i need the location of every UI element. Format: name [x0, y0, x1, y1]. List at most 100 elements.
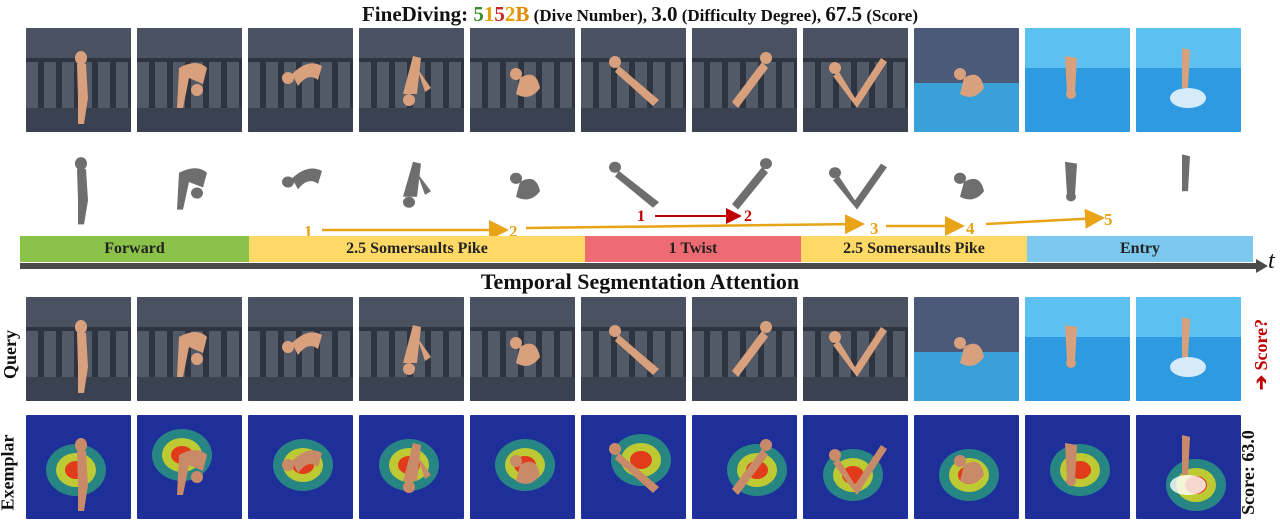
frame-image	[692, 28, 797, 132]
step-num-4: 4	[966, 219, 975, 238]
arrow-4-5	[985, 208, 1105, 229]
query-frame	[914, 297, 1019, 401]
exemplar-frame	[1025, 415, 1130, 519]
frame-image	[803, 28, 908, 132]
query-row-label: Query	[0, 330, 20, 379]
frame-image	[1025, 297, 1130, 401]
pose-silhouette	[609, 161, 659, 208]
exemplar-frame	[1136, 415, 1241, 519]
exemplar-frame	[914, 415, 1019, 519]
exemplar-frame	[359, 415, 464, 519]
step-num-5: 5	[1104, 210, 1113, 229]
exemplar-frame-row	[26, 415, 1248, 519]
phase-somersault-2: 2.5 Somersaults Pike	[801, 236, 1027, 262]
phase-entry: Entry	[1027, 236, 1253, 262]
query-frame	[26, 297, 131, 401]
top-frame	[581, 28, 686, 132]
frame-image	[359, 415, 464, 519]
exemplar-score-label: Score: 63.0	[1237, 430, 1258, 515]
query-frame	[1025, 297, 1130, 401]
pose-silhouette	[510, 172, 540, 200]
frame-image	[248, 297, 353, 401]
query-score-label: ➔ Score?	[1251, 319, 1272, 390]
top-frame	[359, 28, 464, 132]
phase-bar: Forward 2.5 Somersaults Pike 1 Twist 2.5…	[20, 236, 1253, 262]
frame-image	[137, 28, 242, 132]
frame-image	[137, 415, 242, 519]
frame-image	[581, 28, 686, 132]
score-suffix: (Score)	[862, 6, 918, 25]
pose-silhouette	[954, 172, 984, 200]
difficulty-suffix: (Difficulty Degree),	[677, 6, 826, 25]
top-frame	[470, 28, 575, 132]
frame-image	[803, 297, 908, 401]
frame-image	[1136, 415, 1241, 519]
frame-image	[914, 415, 1019, 519]
dive-number-suffix: (Dive Number),	[529, 6, 652, 25]
frame-image	[581, 297, 686, 401]
pose-silhouette	[282, 168, 322, 190]
frame-image	[359, 28, 464, 132]
frame-image	[1025, 415, 1130, 519]
twist-num-1: 1	[637, 208, 645, 225]
score-arrow-icon: ➔	[1251, 370, 1272, 391]
phase-somersault-1: 2.5 Somersaults Pike	[249, 236, 585, 262]
figure-title: FineDiving: 5152B (Dive Number), 3.0 (Di…	[0, 0, 1280, 28]
top-frame	[803, 28, 908, 132]
pose-silhouette	[732, 158, 772, 210]
top-frame	[692, 28, 797, 132]
pose-silhouette	[403, 161, 431, 208]
frame-image	[137, 297, 242, 401]
dive-digit-1: 5	[473, 2, 484, 26]
time-axis	[20, 263, 1262, 269]
query-frame	[137, 297, 242, 401]
top-frame	[248, 28, 353, 132]
query-frame	[470, 297, 575, 401]
query-frame-row	[26, 297, 1248, 401]
difficulty-value: 3.0	[651, 2, 678, 26]
top-frame	[26, 28, 131, 132]
query-score-text: Score?	[1251, 318, 1272, 371]
score-value: 67.5	[825, 2, 863, 26]
exemplar-row-label: Exemplar	[0, 434, 18, 511]
dive-digit-5: B	[515, 2, 530, 26]
step-num-3: 3	[870, 219, 879, 238]
frame-image	[692, 297, 797, 401]
frame-image	[26, 28, 131, 132]
exemplar-frame	[470, 415, 575, 519]
frame-image	[1025, 28, 1130, 132]
frame-image	[1136, 297, 1241, 401]
pose-silhouettes	[75, 154, 1206, 225]
step-arrows: 1 2 1 2 3 4 5	[304, 208, 1113, 240]
phase-twist: 1 Twist	[585, 236, 801, 262]
query-frame	[359, 297, 464, 401]
pose-silhouette	[1170, 154, 1206, 210]
pose-silhouette	[177, 168, 207, 210]
query-frame	[248, 297, 353, 401]
frame-image	[581, 415, 686, 519]
section-title: Temporal Segmentation Attention	[480, 269, 800, 294]
frame-image	[803, 415, 908, 519]
frame-image	[26, 415, 131, 519]
exemplar-frame	[248, 415, 353, 519]
exemplar-frame	[581, 415, 686, 519]
frame-image	[470, 297, 575, 401]
dive-digit-3: 5	[494, 2, 505, 26]
dive-digit-4: 2	[504, 2, 516, 26]
frame-image	[692, 415, 797, 519]
pose-silhouette	[1065, 161, 1077, 202]
top-frame-row	[26, 28, 1248, 132]
frame-image	[359, 297, 464, 401]
query-frame	[692, 297, 797, 401]
exemplar-frame	[692, 415, 797, 519]
exemplar-frame	[26, 415, 131, 519]
top-frame	[1136, 28, 1241, 132]
frame-image	[248, 28, 353, 132]
top-frame	[1025, 28, 1130, 132]
step-num-2: 2	[509, 222, 518, 240]
time-axis-arrowhead	[1256, 259, 1268, 273]
step-num-1: 1	[304, 222, 313, 240]
top-frame	[914, 28, 1019, 132]
frame-image	[248, 415, 353, 519]
pose-silhouette	[75, 157, 88, 225]
